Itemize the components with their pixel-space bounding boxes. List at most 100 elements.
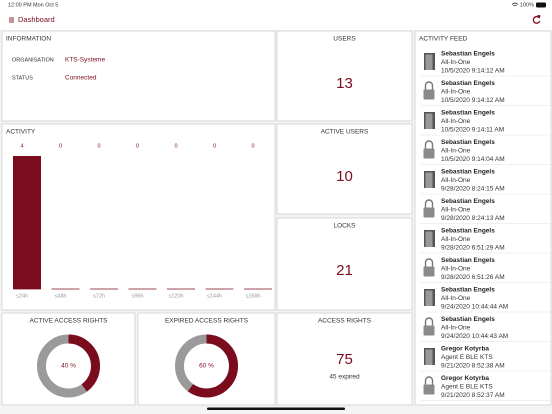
lock-icon-body: [423, 266, 435, 277]
bar-category-label: ≤120h: [168, 293, 183, 299]
feed-name: Sebastian Engels: [441, 228, 495, 235]
panel-title: ACTIVITY: [6, 129, 36, 136]
lock-icon-body: [423, 325, 435, 336]
feed-device: All-In-One: [441, 89, 471, 96]
bar-category-label: ≤96h: [131, 293, 143, 299]
status-battery: 100%: [520, 2, 534, 8]
feed-time: 10/5/2020 9:14:12 AM: [441, 68, 505, 75]
panel-title: LOCKS: [333, 223, 356, 230]
refresh-button[interactable]: [532, 15, 541, 24]
battery-icon: [536, 2, 546, 8]
feed-time: 9/28/2020 8:24:15 AM: [441, 186, 505, 193]
feed-device: All-In-One: [441, 207, 471, 214]
bar-value-label: 0: [97, 143, 100, 149]
panel-title: ACTIVITY FEED: [419, 36, 468, 43]
feed-time: 9/24/2020 10:44:44 AM: [441, 304, 508, 311]
feed-device: All-In-One: [441, 325, 471, 332]
bar-category-label: ≤144h: [207, 293, 222, 299]
feed-time: 9/28/2020 8:24:13 AM: [441, 215, 505, 222]
status-time: 12:00 PM: [8, 2, 32, 8]
door-icon-panel: [425, 349, 433, 365]
metric-value: 21: [336, 262, 353, 279]
panel-title: ACTIVE USERS: [321, 129, 369, 136]
donut-label: 40 %: [61, 363, 76, 370]
feed-time: 10/5/2020 9:14:04 AM: [441, 156, 505, 163]
lock-icon: [424, 258, 434, 267]
feed-device: All-In-One: [441, 295, 471, 302]
metric-note: 45 expired: [329, 374, 360, 381]
metric-value: 75: [336, 351, 353, 368]
feed-time: 10/5/2020 9:14:11 AM: [441, 127, 504, 134]
info-label: ORGANISATION: [12, 57, 54, 63]
home-indicator: [207, 407, 345, 410]
donut-segment: [175, 334, 238, 398]
metric-value: 13: [336, 75, 353, 92]
feed-name: Sebastian Engels: [441, 316, 495, 323]
feed-name: Sebastian Engels: [441, 169, 495, 176]
lock-icon-body: [423, 207, 435, 218]
bar-category-label: ≤72h: [93, 293, 105, 299]
panel-title: USERS: [333, 36, 356, 43]
panel: [1, 30, 276, 122]
menu-button[interactable]: [9, 17, 14, 23]
bar-value-label: 0: [59, 143, 62, 149]
panel: [276, 30, 413, 122]
feed-device: All-In-One: [441, 236, 471, 243]
header-bar: [0, 0, 552, 30]
panel-title: ACTIVE ACCESS RIGHTS: [29, 318, 108, 325]
feed-time: 9/21/2020 8:52:37 AM: [441, 392, 505, 399]
feed-name: Sebastian Engels: [441, 198, 495, 205]
door-icon-panel: [425, 54, 433, 70]
door-icon-panel: [425, 290, 433, 306]
info-value: Connected: [65, 75, 97, 82]
panel-title: ACCESS RIGHTS: [318, 318, 372, 325]
donut-segment: [37, 334, 100, 398]
bar: [13, 156, 41, 289]
feed-time: 9/24/2020 10:44:43 AM: [441, 333, 508, 340]
door-icon-panel: [425, 172, 433, 188]
panel: [276, 123, 413, 215]
feed-name: Gregor Kotyrba: [441, 346, 489, 353]
feed-device: Agent E BLE KTS: [441, 384, 493, 391]
feed-device: All-In-One: [441, 59, 471, 66]
status-date: Mon Oct 5: [33, 2, 58, 8]
lock-icon: [424, 140, 434, 149]
door-icon-panel: [425, 113, 433, 129]
header-title[interactable]: Dashboard: [18, 15, 55, 24]
feed-device: All-In-One: [441, 148, 471, 155]
bar-value-label: 0: [136, 143, 139, 149]
feed-time: 9/21/2020 8:52:38 AM: [441, 363, 505, 370]
feed-device: All-In-One: [441, 177, 471, 184]
panel-title: INFORMATION: [6, 36, 51, 43]
bar-category-label: ≤168h: [245, 293, 260, 299]
info-value: KTS-Systeme: [65, 57, 105, 64]
bar-value-label: 0: [213, 143, 216, 149]
feed-name: Gregor Kotyrba: [441, 375, 489, 382]
lock-icon-body: [423, 148, 435, 159]
bar-category-label: ≤24h: [16, 293, 28, 299]
feed-name: Sebastian Engels: [441, 80, 495, 87]
feed-name: Sebastian Engels: [441, 139, 495, 146]
wifi-icon: [511, 2, 519, 7]
feed-name: Sebastian Engels: [441, 110, 495, 117]
feed-device: All-In-One: [441, 266, 471, 273]
lock-icon: [424, 317, 434, 326]
lock-icon-body: [423, 384, 435, 395]
lock-icon: [424, 376, 434, 385]
feed-name: Sebastian Engels: [441, 257, 495, 264]
bar-value-label: 0: [174, 143, 177, 149]
